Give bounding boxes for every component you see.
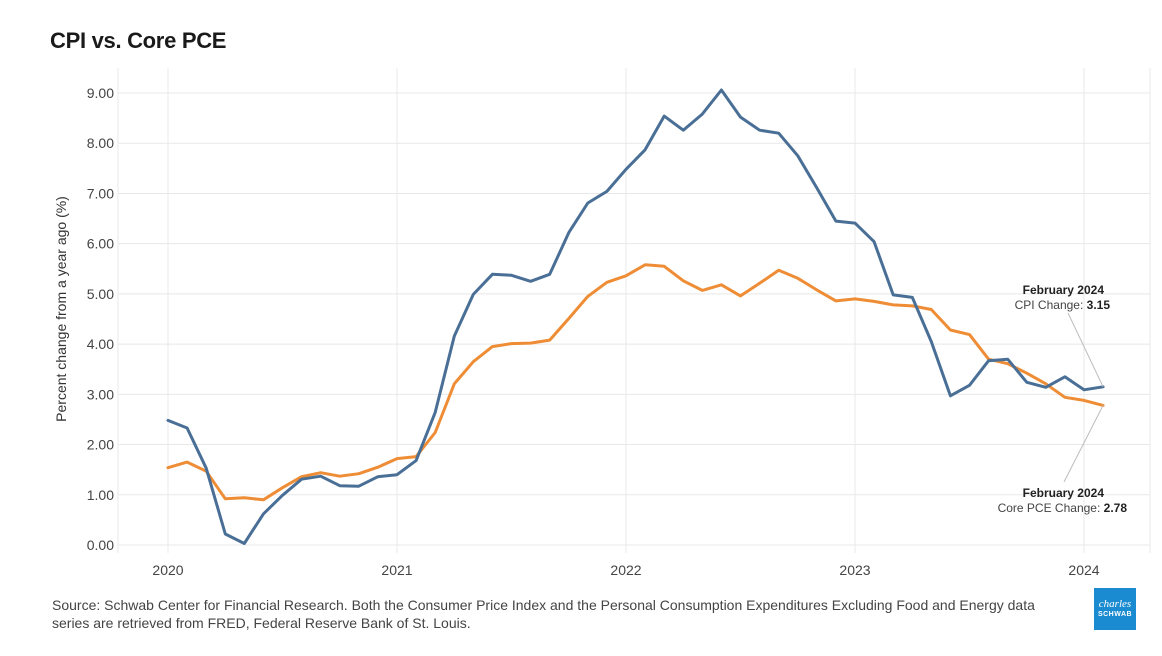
- x-tick-label: 2023: [839, 562, 870, 578]
- cpi-annotation: February 2024 CPI Change: 3.15: [1015, 283, 1111, 312]
- x-tick-label: 2021: [381, 562, 412, 578]
- pce-annotation-value: 2.78: [1104, 501, 1128, 515]
- cpi-annotation-leader: [1067, 312, 1104, 388]
- y-tick-label: 5.00: [87, 286, 114, 302]
- y-tick-label: 1.00: [87, 487, 114, 503]
- y-axis-label: Percent change from a year ago (%): [53, 196, 69, 422]
- gridlines: [117, 68, 1151, 553]
- x-tick-label: 2020: [152, 562, 183, 578]
- pce-annotation: February 2024 Core PCE Change: 2.78: [998, 486, 1128, 515]
- y-tick-label: 7.00: [87, 185, 114, 201]
- pce-series-line: [166, 263, 1105, 502]
- pce-annotation-title: February 2024: [1023, 486, 1105, 500]
- cpi-series-line: [166, 88, 1105, 545]
- y-tick-label: 0.00: [87, 537, 114, 553]
- schwab-logo: charles SCHWAB: [1094, 588, 1136, 630]
- pce-annotation-text: Core PCE Change: 2.78: [998, 501, 1128, 515]
- y-tick-label: 3.00: [87, 386, 114, 402]
- x-tick-label: 2022: [610, 562, 641, 578]
- y-tick-label: 2.00: [87, 437, 114, 453]
- y-axis-ticks: 0.00 1.00 2.00 3.00 4.00 5.00 6.00 7.00 8.00 9.00: [87, 85, 114, 553]
- y-tick-label: 9.00: [87, 85, 114, 101]
- x-tick-label: 2024: [1068, 562, 1099, 578]
- cpi-annotation-value: 3.15: [1087, 298, 1111, 312]
- series: [166, 88, 1105, 545]
- cpi-annotation-text: CPI Change: 3.15: [1015, 298, 1111, 312]
- chart-title: CPI vs. Core PCE: [50, 28, 227, 53]
- cpi-annotation-title: February 2024: [1023, 283, 1105, 297]
- source-note: Source: Schwab Center for Financial Rese…: [52, 597, 1035, 631]
- x-axis-ticks: 2020 2021 2022 2023 2024: [152, 562, 1099, 578]
- y-tick-label: 6.00: [87, 236, 114, 252]
- y-tick-label: 8.00: [87, 135, 114, 151]
- y-tick-label: 4.00: [87, 336, 114, 352]
- pce-annotation-leader: [1063, 405, 1104, 483]
